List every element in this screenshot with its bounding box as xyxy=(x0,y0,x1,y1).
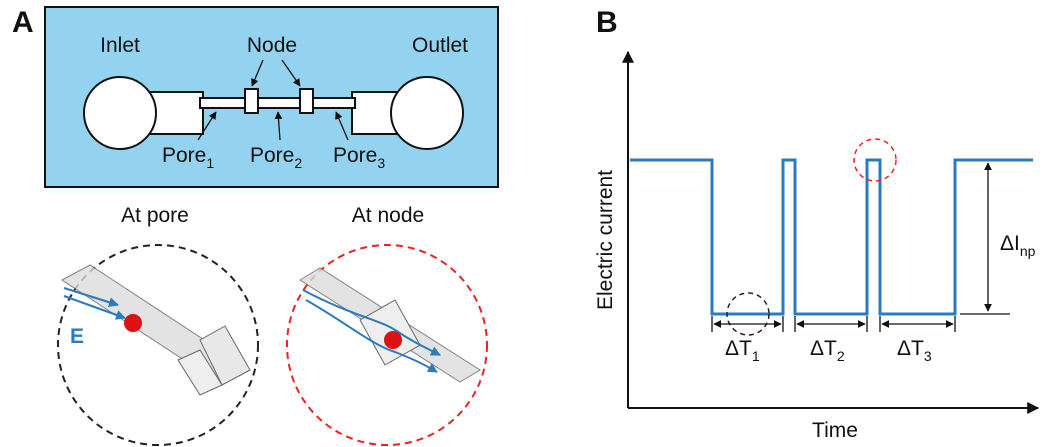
panel-label: B xyxy=(596,6,618,39)
particle xyxy=(124,314,142,332)
inlet-label: Inlet xyxy=(100,34,140,57)
figure: A Inlet Node Outlet Pore1 Pore2 Pore3 At… xyxy=(0,0,1048,447)
y-axis-label: Electric current xyxy=(594,170,617,310)
outlet-label: Outlet xyxy=(412,34,468,57)
panel-label: A xyxy=(12,6,34,39)
duration-label: ΔT3 xyxy=(897,337,932,364)
inset-title: At node xyxy=(352,204,424,227)
node-label: Node xyxy=(247,34,297,57)
pore-3d xyxy=(62,265,250,395)
amplitude-label: ΔInp xyxy=(1000,232,1036,259)
inset-title: At pore xyxy=(121,204,189,227)
current-trace xyxy=(630,160,1033,314)
field-label: E xyxy=(70,325,84,348)
node-3d xyxy=(300,268,480,382)
x-axis-label: Time xyxy=(812,419,858,442)
duration-label: ΔT2 xyxy=(810,337,845,364)
particle xyxy=(384,331,402,349)
duration-label: ΔT1 xyxy=(725,337,760,364)
duration-arrows xyxy=(712,163,1010,332)
